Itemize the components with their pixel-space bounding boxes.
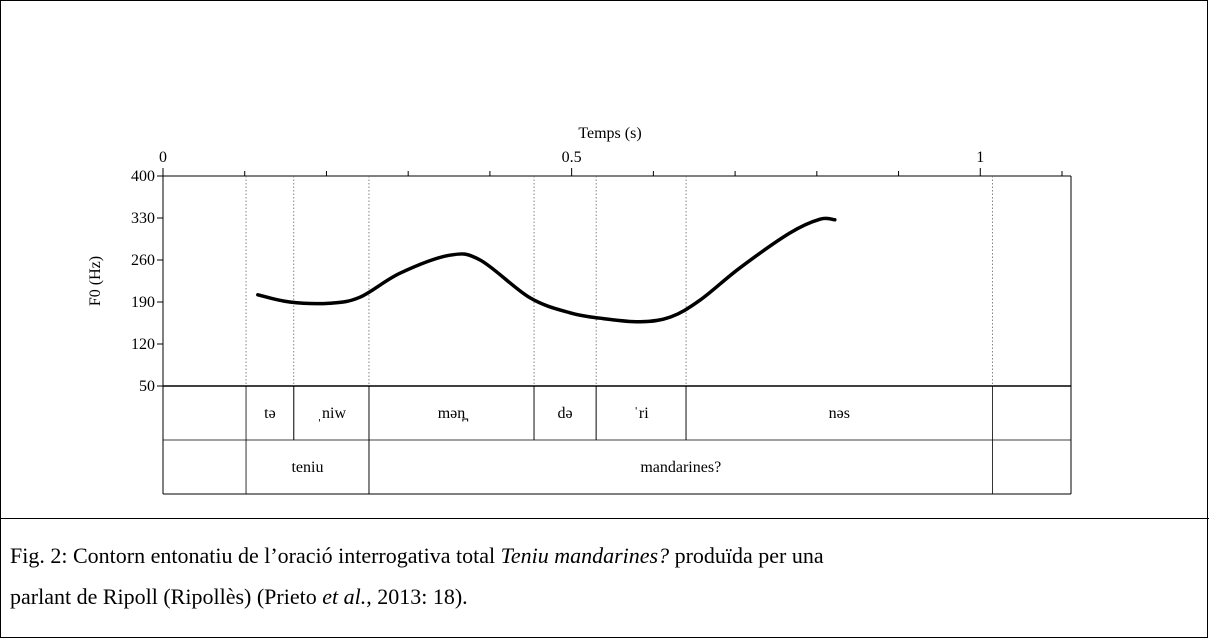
x-tick-label: 1: [976, 149, 984, 166]
y-tick-label: 260: [131, 252, 155, 269]
y-axis-title: F0 (Hz): [87, 256, 104, 306]
tier-label: tə: [264, 405, 276, 422]
y-tick-label: 400: [131, 168, 155, 185]
caption-italic: et al.: [322, 584, 366, 609]
tier-label: nəs: [829, 405, 850, 422]
y-tick-label: 120: [131, 336, 155, 353]
tier-label: də: [558, 405, 573, 422]
caption-line: parlant de Ripoll (Ripollès) (Prieto et …: [10, 584, 468, 609]
caption-text: parlant de Ripoll (Ripollès) (Prieto: [10, 584, 322, 609]
tier-label: mən̪: [438, 405, 469, 423]
caption-text: produïda per una: [669, 543, 824, 568]
tier-label: teniu: [291, 459, 323, 476]
f0-contour: [256, 216, 837, 324]
caption-italic: Teniu mandarines?: [501, 543, 669, 568]
x-tick-label: 0.5: [562, 149, 582, 166]
tier-label: ˈri: [634, 405, 650, 422]
y-tick-label: 50: [139, 378, 155, 395]
y-tick-label: 330: [131, 210, 155, 227]
x-tick-label: 0: [159, 149, 167, 166]
x-axis-title: Temps (s): [578, 125, 641, 142]
tier-label: ˌniw: [317, 405, 347, 422]
caption-line: Fig. 2: Contorn entonatiu de l’oració in…: [10, 543, 824, 568]
caption-text: , 2013: 18).: [366, 584, 467, 609]
caption-text: Fig. 2: Contorn entonatiu de l’oració in…: [10, 543, 501, 568]
y-tick-label: 190: [131, 294, 155, 311]
tier-label: mandarines?: [640, 459, 721, 476]
